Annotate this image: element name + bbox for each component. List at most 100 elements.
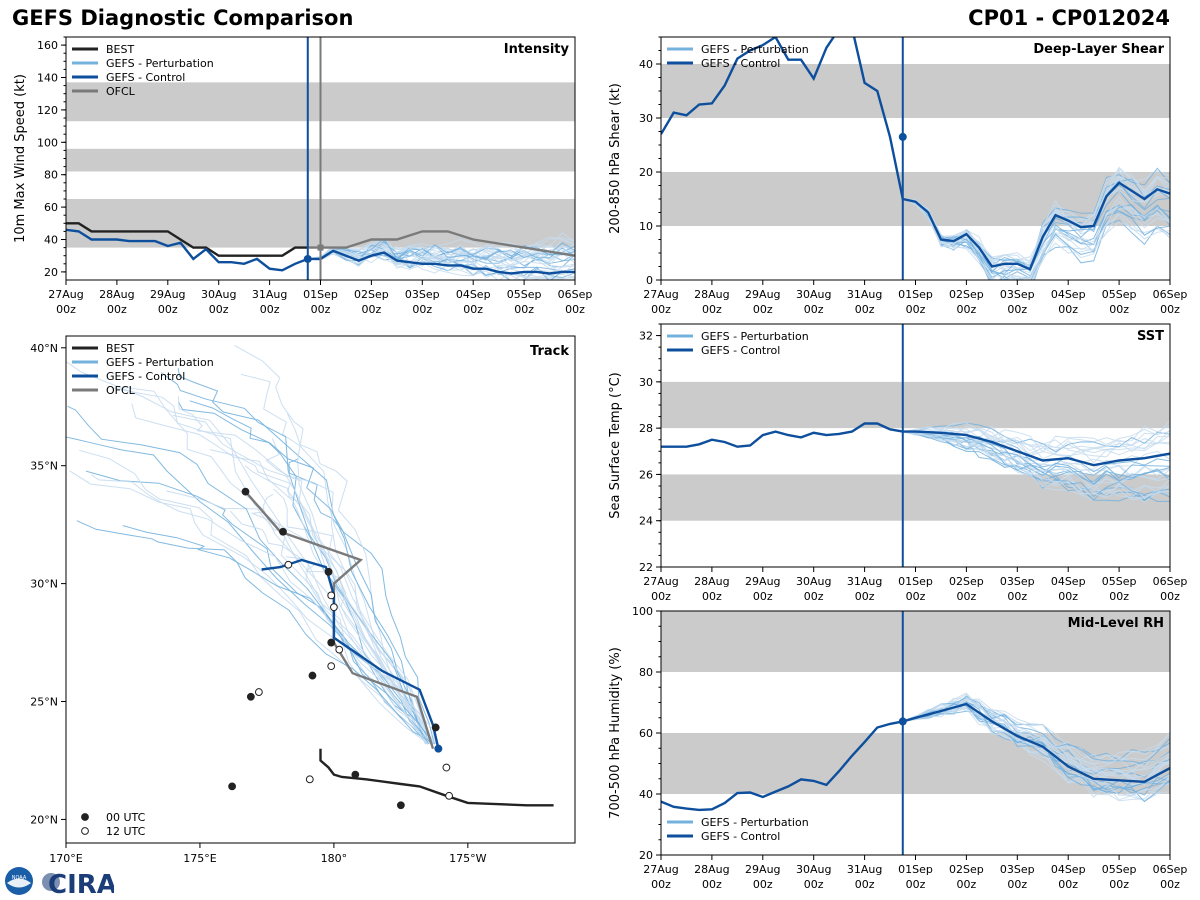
x-tick-label-hour: 00z (311, 303, 331, 316)
plot-area-rh (661, 611, 1170, 812)
x-tick-label-date: 06Sep (1153, 288, 1188, 301)
perturbation-track-line (79, 449, 429, 745)
y-tick-label: 140 (37, 72, 58, 85)
perturbation-track-line (286, 413, 432, 745)
legend-label: GEFS - Control (106, 370, 185, 383)
series-line-gefs-control (661, 702, 1170, 812)
noaa-logo-text: NOAA (12, 875, 27, 881)
y-tick-label: 0 (646, 274, 653, 287)
x-tick-label-hour: 00z (957, 878, 977, 891)
perturbation-track-line (177, 401, 427, 745)
perturbation-member-line (307, 247, 575, 276)
x-tick-label-hour: 00z (957, 303, 977, 316)
best-marker-00utc (396, 801, 405, 810)
y-tick-label: 30 (639, 376, 653, 389)
x-tick-label: 180° (321, 852, 348, 865)
y-tick-label: 40 (639, 788, 653, 801)
best-marker-12utc (442, 763, 451, 772)
perturbation-track-line (66, 436, 432, 745)
perturbation-member-line (902, 700, 1170, 802)
x-tick-label-date: 31Aug (847, 863, 882, 876)
x-tick-label-hour: 00z (855, 590, 875, 603)
y-tick-label: 20°N (30, 813, 58, 826)
x-tick-label-hour: 00z (1058, 590, 1078, 603)
x-tick-label-hour: 00z (906, 878, 926, 891)
axes-frame (65, 335, 576, 844)
shaded-band-1 (661, 611, 1170, 672)
perturbation-member-line (307, 243, 575, 260)
x-tick-label-hour: 00z (1007, 590, 1027, 603)
x-tick-label-hour: 00z (1109, 303, 1129, 316)
x-tick-label-hour: 00z (753, 303, 773, 316)
plot-area-shear (661, 37, 1170, 280)
storm-id-title: CP01 - CP012024 (968, 6, 1170, 30)
perturbation-member-line (902, 431, 1170, 501)
legend-label: BEST (106, 43, 134, 56)
y-tick-label: 120 (37, 104, 58, 117)
shaded-band-1 (661, 64, 1170, 118)
shaded-band-1 (661, 381, 1170, 429)
x-tick-label-hour: 00z (362, 303, 382, 316)
analysis-marker (898, 132, 907, 141)
x-tick-label-hour: 00z (107, 303, 127, 316)
x-tick-label-date: 04Sep (1051, 288, 1086, 301)
x-tick-label-date: 30Aug (796, 863, 831, 876)
y-tick-label: 80 (639, 666, 653, 679)
perturbation-track-line (288, 458, 435, 745)
x-tick-label-hour: 00z (209, 303, 229, 316)
x-tick-label-date: 02Sep (949, 575, 984, 588)
y-tick-label: 60 (44, 201, 58, 214)
panel-title: Mid-Level RH (1068, 616, 1164, 631)
perturbation-member-line (902, 431, 1170, 498)
legend-label: GEFS - Perturbation (701, 816, 809, 829)
x-tick-label-hour: 00z (753, 590, 773, 603)
x-tick-label-date: 05Sep (1102, 863, 1137, 876)
legend-label: GEFS - Perturbation (701, 43, 809, 56)
control-track-line (261, 558, 440, 749)
panel-title: Intensity (504, 42, 570, 57)
perturbation-member-line (902, 426, 1170, 454)
x-tick-label-date: 31Aug (252, 288, 287, 301)
marker-legend-symbol (81, 813, 89, 821)
x-tick-label-hour: 00z (1160, 303, 1180, 316)
x-tick-label-hour: 00z (260, 303, 280, 316)
best-marker-12utc (305, 775, 314, 784)
ofcl-start-marker (317, 244, 324, 251)
x-tick-label-date: 02Sep (949, 288, 984, 301)
y-tick-label: 40 (639, 58, 653, 71)
x-tick-label-hour: 00z (1058, 303, 1078, 316)
perturbation-member-line (902, 710, 1170, 803)
perturbation-track-line (250, 493, 426, 745)
marker-legend-symbol (81, 827, 89, 835)
x-tick-label-date: 29Aug (150, 288, 185, 301)
y-axis-label: 200-850 hPa Shear (kt) (608, 83, 623, 234)
perturbation-track-line (160, 372, 429, 745)
analysis-marker (303, 254, 312, 263)
ofcl-marker-00utc (279, 527, 287, 536)
ofcl-marker-12utc (254, 688, 263, 696)
x-tick-label-date: 03Sep (1000, 575, 1035, 588)
cira-logo-text: CIRA (48, 870, 114, 896)
y-tick-label: 24 (639, 515, 653, 528)
ofcl-marker-12utc (327, 591, 336, 600)
perturbation-member-line (307, 237, 575, 261)
marker-legend-label: 12 UTC (106, 825, 146, 838)
y-tick-label: 25°N (30, 696, 58, 709)
x-tick-label-date: 31Aug (847, 575, 882, 588)
x-tick-label-date: 29Aug (745, 288, 780, 301)
x-tick-label-hour: 00z (651, 878, 671, 891)
x-tick-label-date: 04Sep (1051, 863, 1086, 876)
x-tick-label-hour: 00z (957, 590, 977, 603)
x-tick-label-hour: 00z (702, 590, 722, 603)
x-tick-label-hour: 00z (702, 303, 722, 316)
y-tick-label: 22 (639, 561, 653, 574)
perturbation-track-line (166, 490, 427, 745)
marker-legend-label: 00 UTC (106, 811, 146, 824)
cira-globe-icon (42, 873, 60, 891)
x-tick-label: 175°E (183, 852, 216, 865)
y-tick-label: 160 (37, 39, 58, 52)
x-tick-label-hour: 00z (1109, 590, 1129, 603)
x-tick-label-date: 06Sep (1153, 863, 1188, 876)
x-tick-label-date: 31Aug (847, 288, 882, 301)
